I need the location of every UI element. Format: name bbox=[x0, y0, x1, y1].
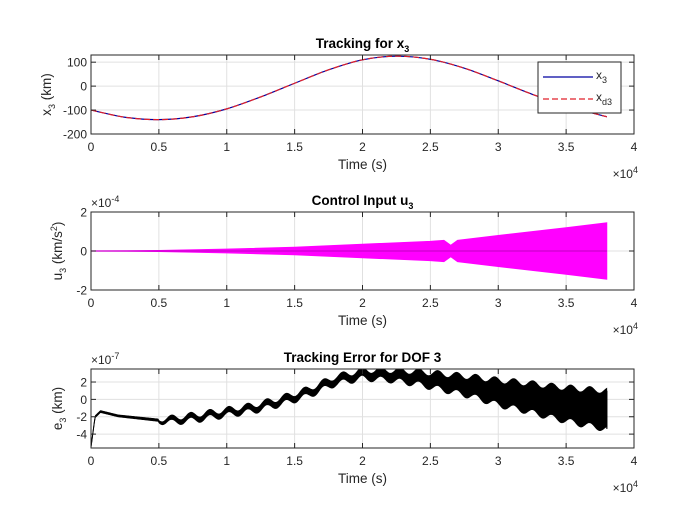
subplot-title: Tracking Error for DOF 3 bbox=[284, 350, 442, 365]
y-tick-label: 2 bbox=[80, 206, 87, 220]
x-tick-label: 2 bbox=[359, 454, 366, 468]
y-tick-label: 100 bbox=[67, 56, 87, 70]
x-exponent-base: ×10 bbox=[613, 167, 634, 181]
legend-label: xd3 bbox=[596, 90, 612, 107]
x-exponent-label: ×104 bbox=[613, 479, 638, 495]
x-tick-label: 4 bbox=[631, 296, 638, 310]
legend-name: x bbox=[596, 68, 602, 82]
plot-area bbox=[91, 369, 608, 448]
y-tick-label: 0 bbox=[80, 393, 87, 407]
y-label-main: x bbox=[39, 109, 54, 116]
y-tick-label: -100 bbox=[63, 104, 87, 118]
series-line-xd3 bbox=[91, 55, 608, 121]
title-text: Control Input u bbox=[312, 193, 409, 208]
x-tick-label: 0.5 bbox=[151, 140, 168, 154]
subplot-title: Control Input u3 bbox=[312, 193, 414, 211]
y-label-sub: 3 bbox=[58, 418, 68, 423]
x-tick-label: 3 bbox=[495, 296, 502, 310]
x-tick-label: 2 bbox=[359, 296, 366, 310]
y-label-rest: (km) bbox=[50, 387, 65, 418]
subplot-1: 0 0.5 1 1.5 2 2.5 3 3.5 4 -200 -100 0 100 Time (s) ×10… bbox=[39, 36, 638, 181]
y-label-main: u bbox=[50, 273, 65, 281]
legend-sub: 3 bbox=[602, 75, 607, 85]
y-exponent-label: ×10-7 bbox=[91, 351, 119, 367]
x-tick-label: 0.5 bbox=[151, 454, 168, 468]
y-tick-label: 0 bbox=[80, 245, 87, 259]
x-tick-label: 1.5 bbox=[286, 296, 303, 310]
y-tick-label: -200 bbox=[63, 128, 87, 142]
x-exponent-power: 4 bbox=[633, 165, 638, 175]
y-label-rest: (km/s bbox=[50, 231, 65, 268]
legend-box bbox=[537, 61, 622, 114]
y-exponent-base: ×10 bbox=[91, 353, 112, 367]
y-exponent-power: -7 bbox=[111, 351, 119, 361]
y-axis-label: x3 (km) bbox=[39, 73, 57, 116]
y-tick-label: 2 bbox=[80, 376, 87, 390]
y-axis-label: u3 (km/s2) bbox=[49, 222, 68, 281]
y-tick-label: -4 bbox=[76, 428, 87, 442]
y-tick-label: 0 bbox=[80, 80, 87, 94]
x-tick-label: 3 bbox=[495, 140, 502, 154]
legend-sub: d3 bbox=[602, 97, 612, 107]
x-exponent-base: ×10 bbox=[613, 481, 634, 495]
title-sub: 3 bbox=[408, 201, 413, 211]
y-label-end: ) bbox=[50, 222, 65, 227]
tracking-error-band bbox=[91, 369, 608, 448]
y-axis-label: e3 (km) bbox=[50, 387, 68, 430]
title-text: Tracking for x bbox=[316, 36, 405, 51]
y-tick-label: -2 bbox=[76, 284, 87, 298]
x-tick-label: 0 bbox=[88, 454, 95, 468]
x-axis-label: Time (s) bbox=[338, 313, 387, 328]
x-tick-label: 2.5 bbox=[422, 296, 439, 310]
legend-name: x bbox=[596, 90, 602, 104]
x-exponent-power: 4 bbox=[633, 479, 638, 489]
x-tick-label: 4 bbox=[631, 454, 638, 468]
x-tick-label: 3.5 bbox=[558, 140, 575, 154]
title-text: Tracking Error for DOF 3 bbox=[284, 350, 442, 365]
x-tick-label: 1 bbox=[223, 296, 230, 310]
x-exponent-label: ×104 bbox=[613, 321, 638, 337]
plot-area bbox=[91, 55, 608, 121]
x-exponent-label: ×104 bbox=[613, 165, 638, 181]
x-exponent-power: 4 bbox=[633, 321, 638, 331]
x-tick-label: 4 bbox=[631, 140, 638, 154]
y-label-sub: 3 bbox=[58, 268, 68, 273]
x-tick-label: 2.5 bbox=[422, 140, 439, 154]
y-exponent-power: -4 bbox=[111, 194, 119, 204]
y-tick-label: -2 bbox=[76, 410, 87, 424]
plot-area bbox=[91, 222, 608, 280]
y-label-main: e bbox=[50, 423, 65, 431]
x-tick-label: 3.5 bbox=[558, 454, 575, 468]
x-tick-label: 1 bbox=[223, 454, 230, 468]
x-tick-label: 0.5 bbox=[151, 296, 168, 310]
x-tick-label: 1.5 bbox=[286, 140, 303, 154]
x-exponent-base: ×10 bbox=[613, 323, 634, 337]
x-tick-label: 0 bbox=[88, 296, 95, 310]
x-tick-label: 2 bbox=[359, 140, 366, 154]
legend-label: x3 bbox=[596, 68, 607, 85]
y-label-sub: 3 bbox=[47, 104, 57, 109]
y-label-rest: (km) bbox=[39, 73, 54, 104]
x-tick-label: 0 bbox=[88, 140, 95, 154]
x-tick-label: 2.5 bbox=[422, 454, 439, 468]
x-axis-label: Time (s) bbox=[338, 157, 387, 172]
x-tick-label: 3.5 bbox=[558, 296, 575, 310]
y-exponent-label: ×10-4 bbox=[91, 194, 119, 210]
x-axis-label: Time (s) bbox=[338, 471, 387, 486]
y-exponent-base: ×10 bbox=[91, 196, 112, 210]
title-sub: 3 bbox=[404, 44, 409, 54]
x-tick-label: 1 bbox=[223, 140, 230, 154]
x-tick-label: 3 bbox=[495, 454, 502, 468]
x-tick-label: 1.5 bbox=[286, 454, 303, 468]
y-label-sup: 2 bbox=[49, 226, 59, 231]
subplot-title: Tracking for x3 bbox=[316, 36, 410, 54]
tracking-error-line bbox=[91, 370, 608, 448]
